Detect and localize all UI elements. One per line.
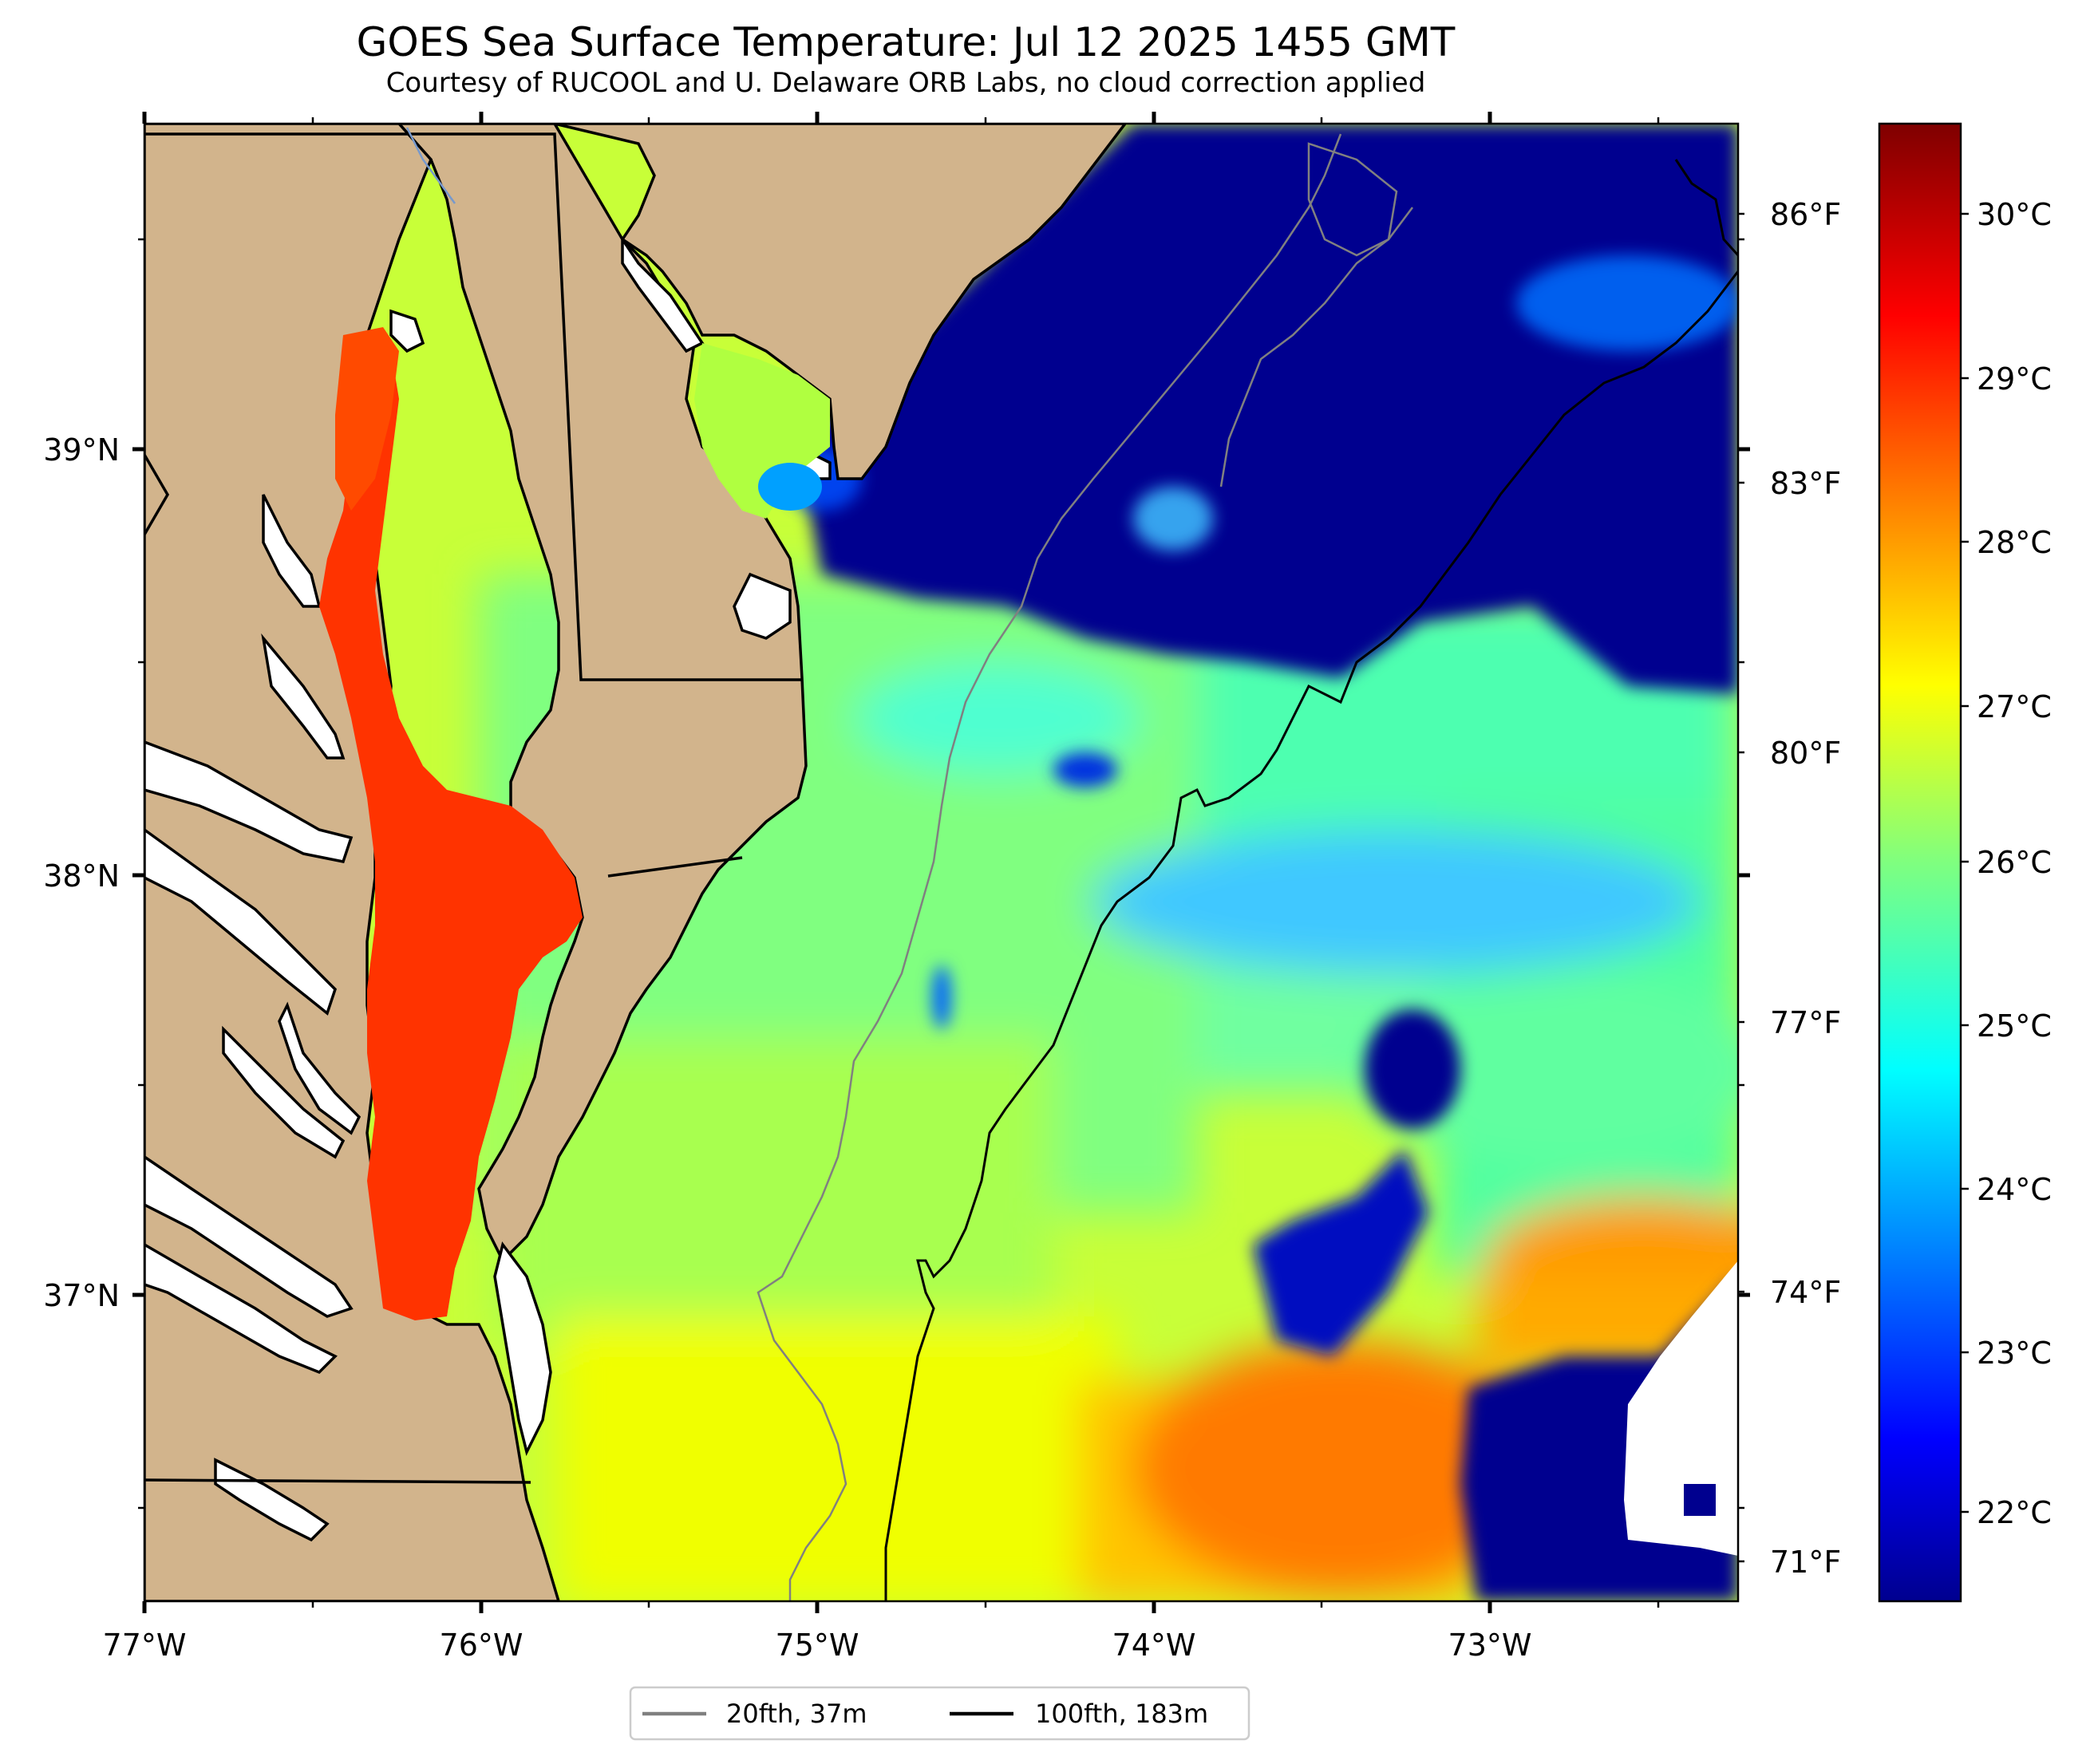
fahrenheit-tick-label: 83°F [1770,466,1841,501]
celsius-tick-label: 23°C [1977,1336,2052,1371]
x-tick-label: 74°W [1112,1628,1196,1663]
celsius-tick-label: 25°C [1977,1008,2052,1044]
y-tick-label: 39°N [43,432,120,468]
celsius-tick-label: 28°C [1977,525,2052,560]
sst-field [479,574,1738,1601]
isobath-20fth-c [1307,142,1398,257]
x-tick-label: 77°W [103,1628,187,1663]
no-data-inner [1684,1484,1716,1516]
latitude-labels: 39°N 38°N 37°N [43,432,120,1313]
colorbar-labels: 30°C 29°C 28°C 27°C 26°C 25°C 24°C 23°C … [1977,197,2052,1530]
fahrenheit-tick-label: 74°F [1770,1275,1841,1310]
land-delmarva [397,124,808,1263]
x-tick-label: 76°W [440,1628,523,1663]
y-tick-label: 37°N [43,1278,120,1313]
fahrenheit-axis [1738,212,1744,1563]
fahrenheit-tick-label: 80°F [1770,736,1841,771]
no-data-area [1624,1261,1738,1556]
celsius-tick-label: 26°C [1977,845,2052,880]
legend-box [629,1686,1250,1741]
map-title: GOES Sea Surface Temperature: Jul 12 202… [357,19,1456,65]
map-panel [144,124,1738,1601]
isobath-20fth [757,133,1342,1601]
chesapeake-bay [319,335,583,1320]
celsius-tick-label: 27°C [1977,689,2052,724]
isobath-100fth [884,270,1738,1601]
delaware-bay [694,343,830,519]
x-tick-label: 75°W [776,1628,859,1663]
isobath-20fth-b [1219,207,1413,487]
map-subtitle: Courtesy of RUCOOL and U. Delaware ORB L… [386,67,1426,99]
rivers [144,235,832,1542]
y-tick-label: 38°N [43,858,120,894]
tick-marks [132,112,1750,1613]
legend-label-100fth: 100fth, 183m [1035,1699,1208,1729]
x-tick-label: 73°W [1448,1628,1532,1663]
longitude-labels: 77°W 76°W 75°W 74°W 73°W [103,1628,1532,1663]
minor-tick-marks [138,117,1744,1608]
fahrenheit-tick-label: 86°F [1770,197,1841,232]
colorbar [1878,122,1962,1603]
fahrenheit-labels: 86°F 83°F 80°F 77°F 74°F 71°F [1770,197,1841,1580]
river-line [405,127,456,204]
legend-label-20fth: 20fth, 37m [726,1699,867,1729]
colorbar-ticks [1961,212,1969,1513]
delaware-bay-mouth [758,463,822,511]
celsius-tick-label: 29°C [1977,361,2052,397]
celsius-tick-label: 22°C [1977,1495,2052,1530]
state-borders [144,132,802,1484]
isobath-100fth-b [1674,159,1738,257]
map-frame [143,122,1740,1603]
fahrenheit-tick-label: 77°F [1770,1005,1841,1040]
fahrenheit-tick-label: 71°F [1770,1545,1841,1580]
celsius-tick-label: 30°C [1977,197,2052,232]
chesapeake-upper [335,327,399,511]
legend: 20fth, 37m 100fth, 183m [629,1686,1250,1741]
celsius-tick-label: 24°C [1977,1172,2052,1207]
